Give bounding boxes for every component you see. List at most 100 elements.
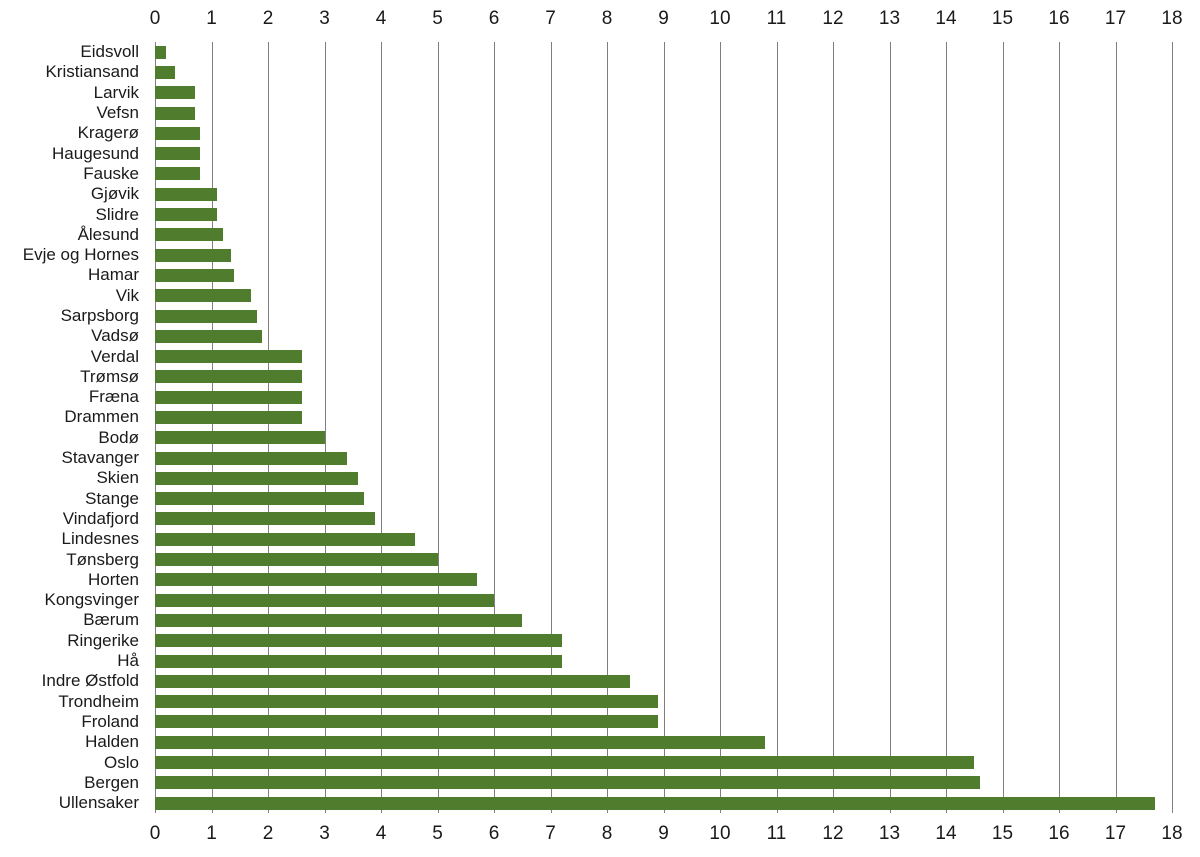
category-label: Indre Østfold	[41, 671, 139, 691]
category-label: Stange	[85, 488, 139, 508]
gridline	[833, 42, 834, 813]
category-label: Ringerike	[67, 630, 139, 650]
tick-label: 10	[709, 823, 731, 844]
tick-label: 11	[766, 823, 787, 844]
category-label: Vindafjord	[62, 508, 139, 528]
bar-row	[155, 590, 1172, 610]
bar-row	[155, 407, 1172, 427]
tick-label: 14	[935, 823, 957, 844]
bar-row	[155, 651, 1172, 671]
category-label: Gjøvik	[90, 184, 139, 204]
gridline	[1002, 42, 1004, 813]
tick-label: 1	[206, 823, 217, 844]
bar-row	[155, 712, 1172, 732]
bar	[155, 613, 523, 627]
gridline	[494, 42, 495, 813]
bar	[155, 431, 325, 445]
bar	[155, 411, 302, 424]
category-label: Ålesund	[77, 224, 139, 244]
bar-row	[155, 732, 1172, 752]
category-label: Sarpsborg	[60, 306, 139, 325]
gridline	[550, 42, 552, 813]
bar	[155, 126, 201, 140]
bar-row	[155, 306, 1172, 326]
bar-row	[155, 62, 1172, 82]
gridline	[324, 42, 326, 813]
bar	[155, 208, 218, 222]
tick-label: 0	[149, 823, 161, 844]
bar	[155, 309, 257, 323]
tick-label: 3	[319, 823, 330, 844]
tick-label: 13	[878, 823, 901, 844]
gridline	[211, 42, 213, 813]
bar	[155, 65, 175, 79]
tick-label: 7	[545, 823, 556, 844]
bar	[155, 289, 252, 303]
plot-area	[155, 42, 1173, 813]
category-label: Bergen	[84, 772, 139, 792]
tick-label: 18	[1161, 823, 1183, 844]
category-label: Fauske	[83, 163, 139, 183]
bar	[155, 187, 218, 201]
gridline	[155, 42, 156, 813]
bar-row	[155, 204, 1172, 224]
bar-row	[155, 793, 1172, 813]
bar	[155, 573, 478, 587]
bar-row	[155, 387, 1172, 407]
bar	[155, 370, 302, 384]
x-axis-bottom: 0 1 2 3 4 5 6 7 8 9 10 11 12 13 14 15 16 17 18	[150, 823, 1183, 849]
category-label: Kristiansand	[45, 62, 139, 82]
bar-row	[155, 326, 1172, 346]
tick-label: 9	[658, 8, 669, 29]
x-axis-top: 0 1 2 3 4 5 6 7 8 9 10 11 12 13 14 15 16 17 18	[150, 8, 1183, 34]
category-label: Eidsvoll	[80, 42, 139, 62]
category-label: Drammen	[64, 407, 139, 427]
tick-label: 12	[822, 8, 844, 29]
bar	[155, 735, 766, 749]
tick-label: 4	[375, 823, 387, 844]
tick-label: 6	[488, 823, 500, 844]
bar	[155, 45, 167, 59]
bar-row	[155, 773, 1172, 793]
gridline	[381, 42, 382, 813]
category-label: Haugesund	[52, 143, 139, 163]
bar	[155, 471, 359, 485]
gridline	[437, 42, 439, 813]
bar	[155, 715, 658, 729]
category-label: Vefsn	[96, 103, 139, 123]
bar	[155, 228, 223, 242]
category-label: Slidre	[95, 204, 139, 224]
bar	[155, 106, 195, 120]
category-label: Horten	[87, 569, 139, 589]
tick-label: 8	[601, 823, 613, 844]
bar-row	[155, 489, 1172, 509]
category-label: Halden	[85, 732, 139, 752]
bar-row	[155, 448, 1172, 468]
bar-row	[155, 468, 1172, 488]
tick-label: 18	[1161, 8, 1183, 29]
category-label: Ullensaker	[58, 793, 139, 813]
bar	[155, 654, 562, 668]
category-label: Fræna	[88, 387, 139, 407]
category-label: Vadsø	[91, 326, 139, 346]
bar-row	[155, 184, 1172, 204]
category-label: Vik	[115, 285, 139, 305]
bar-row	[155, 225, 1172, 245]
gridline	[776, 42, 778, 813]
tick-label: 17	[1104, 8, 1127, 29]
bar	[155, 86, 195, 100]
tick-label: 0	[149, 8, 161, 29]
bar	[155, 248, 232, 262]
category-label: Lindesnes	[61, 529, 139, 549]
category-label: Larvik	[93, 82, 139, 102]
tick-label: 9	[658, 823, 669, 844]
bar-row	[155, 42, 1172, 62]
tick-label: 5	[432, 8, 443, 29]
bar-row	[155, 570, 1172, 590]
category-label: Froland	[81, 711, 139, 731]
bar-row	[155, 671, 1172, 691]
tick-label: 16	[1048, 8, 1070, 29]
category-label: Trømsø	[80, 366, 139, 386]
category-label: Bodø	[98, 427, 139, 447]
bar	[155, 329, 263, 343]
